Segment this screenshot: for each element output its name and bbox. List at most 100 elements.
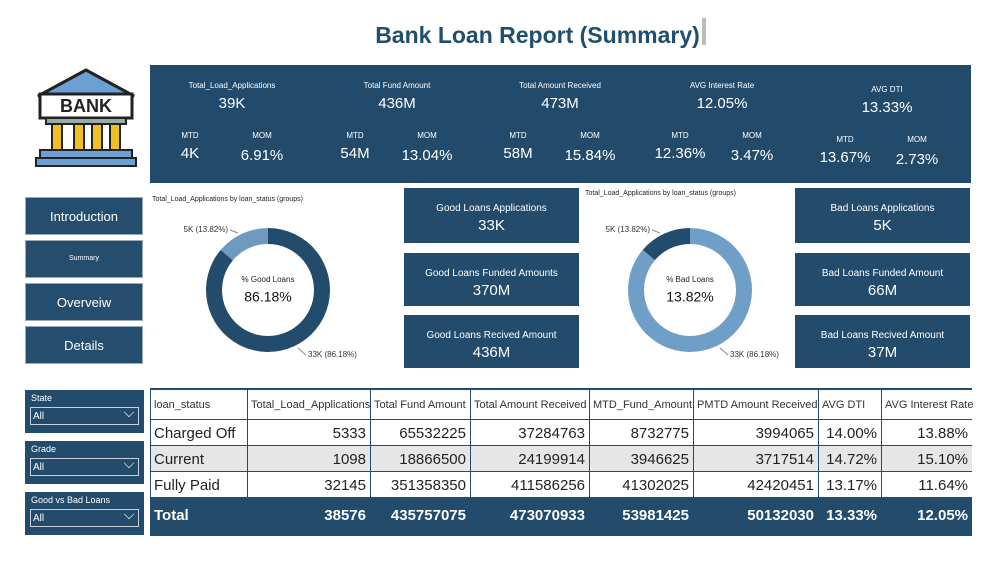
nav-button[interactable]: Details: [25, 326, 143, 364]
nav-button[interactable]: Overveiw: [25, 283, 143, 321]
pillar: [51, 123, 63, 151]
kpi-title: Total_Load_Applications: [188, 81, 276, 90]
kpi-value: 473M: [541, 95, 579, 112]
cell-text: 5333: [332, 424, 366, 442]
table-cell: 3946625: [590, 446, 693, 471]
kpi-mtd-label: MTD: [671, 131, 689, 140]
kpi-title: Total Fund Amount: [363, 81, 431, 90]
cell-text: 11.64%: [918, 476, 968, 494]
filter: State All: [25, 390, 144, 433]
table-cell: 14.72%: [819, 446, 881, 471]
cell-text: 3994065: [755, 424, 814, 442]
kpi-mom: 2.73%: [895, 151, 939, 168]
kpi-mtd: 12.36%: [654, 145, 706, 162]
table-cell: 11.64%: [882, 472, 972, 497]
cell-text: 14.00%: [826, 424, 877, 442]
cell-text: Total: [154, 506, 189, 524]
cell-text: Total_Load_Applications: [251, 398, 371, 411]
table-cell: 411586256: [471, 472, 589, 497]
kpi-card: Bad Loans Recived Amount 37M: [795, 315, 970, 368]
kpi-mtd-label: MTD: [181, 131, 199, 140]
table-cell: 50132030: [694, 498, 818, 531]
kpi-title: Total Amount Received: [519, 81, 601, 90]
chart-title: Total_Load_Applications by loan_status (…: [152, 196, 303, 203]
nav-button[interactable]: Summary: [25, 240, 143, 278]
cell-text: 351358350: [390, 476, 466, 494]
nav-label: Details: [64, 338, 104, 353]
table-cell: AVG DTI: [819, 390, 881, 419]
center-value: 86.18%: [244, 289, 291, 305]
dropdown[interactable]: All: [30, 406, 139, 425]
slice-label: 33K (86.18%): [308, 350, 357, 359]
cell-text: Total Fund Amount: [374, 398, 466, 411]
donut-slice: [220, 228, 268, 261]
nav-label: Introduction: [50, 209, 118, 224]
donut-slice: [642, 228, 690, 261]
cell-text: 473070933: [509, 506, 585, 524]
nav-label: Overveiw: [56, 295, 112, 310]
kpi-mtd: 4K: [180, 145, 200, 162]
cell-text: PMTD Amount Received: [697, 398, 818, 411]
kpi-mtd-label: MTD: [509, 131, 527, 140]
table-cell: 13.17%: [819, 472, 881, 497]
donut-chart: % Bad Loans 13.82% 5K (13.82%) 33K (86.18%): [606, 225, 780, 359]
kpi-card: Good Loans Applications 33K: [404, 188, 579, 243]
table-cell: 15.10%: [882, 446, 972, 471]
cell-text: MTD_Fund_Amount: [593, 398, 693, 411]
page-title: Bank Loan Report (Summary): [375, 22, 700, 48]
slice-label: 33K (86.18%): [730, 350, 779, 359]
filter: Grade All: [25, 441, 144, 484]
card-value: 5K: [873, 217, 892, 234]
cell-text: 32145: [324, 476, 366, 494]
cell-text: 24199914: [518, 450, 585, 468]
kpi-card: Bad Loans Funded Amount 66M: [795, 253, 970, 306]
table-cell: 473070933: [471, 498, 589, 531]
kpi-mom: 13.04%: [401, 147, 453, 164]
table-cell: 13.88%: [882, 420, 972, 445]
dropdown-value: All: [33, 462, 45, 473]
cell-text: 65532225: [399, 424, 466, 442]
cell-text: 14.72%: [826, 450, 877, 468]
leader-line: [229, 229, 239, 234]
cell-text: Total Amount Received: [474, 398, 587, 411]
leader-line: [719, 347, 729, 356]
chart-title: Total_Load_Applications by loan_status (…: [585, 190, 736, 197]
table-cell: Current: [151, 446, 247, 471]
filter-label: State: [31, 393, 53, 403]
cell-text: 13.17%: [826, 476, 877, 494]
cell-text: 12.05%: [917, 506, 968, 524]
card-value: 436M: [472, 344, 511, 361]
table-cell: 13.33%: [819, 498, 881, 531]
center-value: 13.82%: [666, 289, 713, 305]
table-cell: Charged Off: [151, 420, 247, 445]
table-cell: 32145: [248, 472, 370, 497]
step: [35, 157, 137, 167]
kpi-mom-label: MOM: [907, 135, 927, 144]
cell-text: 1098: [332, 450, 366, 468]
cursor-bar: [702, 18, 706, 45]
kpi-panel: [150, 65, 971, 183]
dropdown[interactable]: All: [30, 508, 139, 527]
cell-text: 53981425: [622, 506, 689, 524]
table-cell: AVG Interest Rate: [882, 390, 973, 419]
cell-text: 3717514: [755, 450, 814, 468]
nav-button[interactable]: Introduction: [25, 197, 143, 235]
card-value: 37M: [867, 344, 898, 361]
table-cell: 435757075: [371, 498, 470, 531]
dropdown[interactable]: All: [30, 457, 139, 476]
kpi-mom: 15.84%: [564, 147, 616, 164]
kpi-mom-label: MOM: [742, 131, 762, 140]
table-cell: loan_status: [151, 390, 247, 419]
beam: [45, 117, 127, 125]
dropdown-value: All: [33, 411, 45, 422]
table-cell: 38576: [248, 498, 370, 531]
kpi-title: AVG DTI: [871, 85, 903, 94]
kpi-mtd-label: MTD: [836, 135, 854, 144]
cell-text: 15.10%: [917, 450, 968, 468]
table-cell: 42420451: [694, 472, 818, 497]
cell-text: 13.33%: [826, 506, 877, 524]
kpi-mom-label: MOM: [417, 131, 437, 140]
table-cell: Total Fund Amount: [371, 390, 470, 419]
table-cell: 65532225: [371, 420, 470, 445]
